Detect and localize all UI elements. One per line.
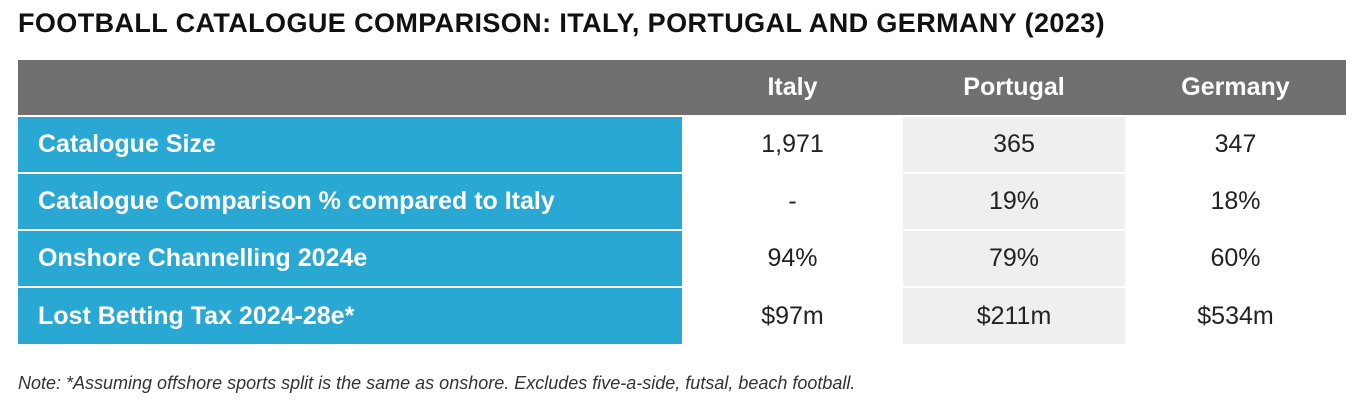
header-row: Italy Portugal Germany [18,60,1346,116]
table-title: FOOTBALL CATALOGUE COMPARISON: ITALY, PO… [18,8,1106,38]
header-germany: Germany [1125,60,1346,116]
row-label-catalogue-comparison: Catalogue Comparison % compared to Italy [18,172,682,230]
cell-italy: 94% [682,229,903,287]
header-blank-cell [18,60,682,116]
footnote: Note: *Assuming offshore sports split is… [18,373,856,393]
cell-germany: 60% [1125,229,1346,287]
row-label-catalogue-size: Catalogue Size [18,115,682,173]
cell-portugal: $211m [903,286,1125,344]
cell-portugal: 365 [903,115,1125,173]
cell-germany: 347 [1125,115,1346,173]
table-row: Onshore Channelling 2024e 94% 79% 60% [18,229,1346,287]
cell-portugal: 79% [903,229,1125,287]
cell-italy: $97m [682,286,903,344]
row-label-lost-betting-tax: Lost Betting Tax 2024-28e* [18,286,682,344]
comparison-table-container: Italy Portugal Germany Catalogue Size 1,… [18,60,1346,344]
cell-italy: - [682,172,903,230]
comparison-table: Italy Portugal Germany Catalogue Size 1,… [18,60,1346,344]
cell-italy: 1,971 [682,115,903,173]
cell-portugal: 19% [903,172,1125,230]
header-italy: Italy [682,60,903,116]
row-label-onshore-channelling: Onshore Channelling 2024e [18,229,682,287]
table-row: Catalogue Size 1,971 365 347 [18,115,1346,173]
table-row: Lost Betting Tax 2024-28e* $97m $211m $5… [18,286,1346,344]
cell-germany: 18% [1125,172,1346,230]
header-portugal: Portugal [903,60,1125,116]
table-row: Catalogue Comparison % compared to Italy… [18,172,1346,230]
cell-germany: $534m [1125,286,1346,344]
